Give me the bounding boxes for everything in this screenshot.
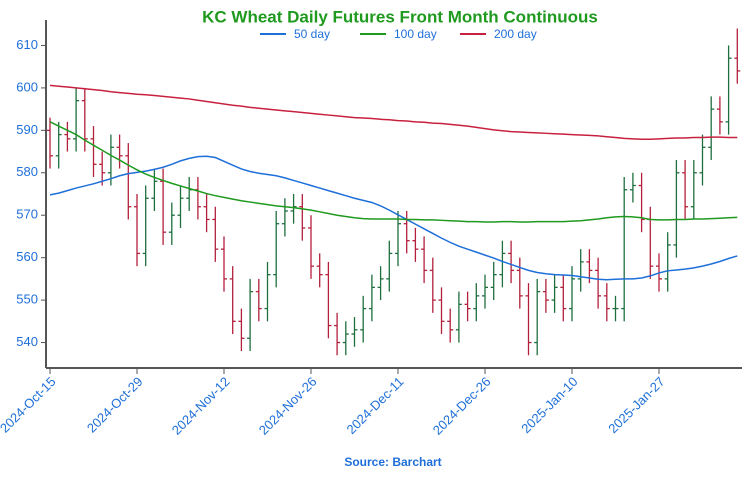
- y-tick-label: 590: [16, 122, 38, 137]
- x-tick-label: 2025-Jan-27: [605, 374, 667, 436]
- y-tick-label: 570: [16, 207, 38, 222]
- y-tick-label: 550: [16, 292, 38, 307]
- y-tick-label: 610: [16, 37, 38, 52]
- y-tick-label: 580: [16, 164, 38, 179]
- x-tick-label: 2024-Oct-29: [84, 374, 146, 436]
- x-tick-label: 2024-Nov-26: [256, 374, 320, 438]
- y-tick-label: 600: [16, 79, 38, 94]
- x-tick-label: 2024-Nov-12: [169, 374, 233, 438]
- x-tick-label: 2024-Oct-15: [0, 374, 59, 436]
- y-tick-label: 540: [16, 334, 38, 349]
- ma-line: [49, 84, 738, 141]
- chart-title: KC Wheat Daily Futures Front Month Conti…: [202, 7, 598, 26]
- y-tick-label: 560: [16, 249, 38, 264]
- legend-label: 200 day: [494, 27, 537, 41]
- ma-line: [49, 121, 738, 223]
- x-tick-label: 2024-Dec-11: [343, 374, 406, 437]
- ma-line: [49, 155, 738, 281]
- legend-label: 100 day: [394, 27, 437, 41]
- source: Source: Barchart: [344, 455, 441, 469]
- x-tick-label: 2024-Dec-26: [430, 374, 494, 438]
- legend-label: 50 day: [294, 27, 330, 41]
- x-tick-label: 2025-Jan-10: [518, 374, 580, 436]
